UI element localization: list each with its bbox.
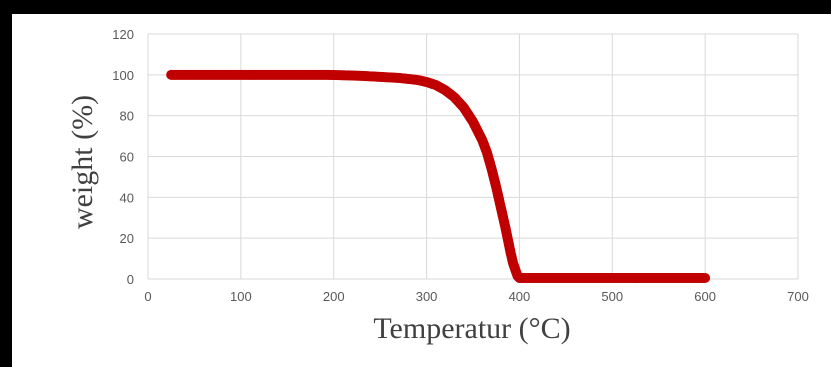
data-points bbox=[166, 69, 711, 283]
x-tick-label: 400 bbox=[509, 289, 531, 304]
x-tick-label: 700 bbox=[787, 289, 809, 304]
x-axis-title: Temperatur (°C) bbox=[373, 312, 570, 345]
y-tick-labels: 0 20 40 60 80 100 120 bbox=[112, 27, 134, 287]
x-tick-label: 100 bbox=[230, 289, 252, 304]
y-tick-label: 120 bbox=[112, 27, 134, 42]
x-tick-label: 600 bbox=[694, 289, 716, 304]
x-tick-label: 500 bbox=[601, 289, 623, 304]
y-tick-label: 40 bbox=[120, 190, 134, 205]
data-point bbox=[700, 272, 711, 283]
x-tick-label: 0 bbox=[144, 289, 151, 304]
x-tick-label: 300 bbox=[416, 289, 438, 304]
y-tick-label: 20 bbox=[120, 231, 134, 246]
y-axis-title: weight (%) bbox=[66, 95, 99, 229]
x-tick-label: 200 bbox=[323, 289, 345, 304]
y-tick-label: 0 bbox=[127, 272, 134, 287]
y-tick-label: 80 bbox=[120, 109, 134, 124]
y-tick-label: 100 bbox=[112, 68, 134, 83]
chart-frame: 0 100 200 300 400 500 600 700 0 20 40 60 80 100 120 T… bbox=[12, 14, 831, 367]
x-tick-labels: 0 100 200 300 400 500 600 700 bbox=[144, 289, 808, 304]
y-tick-label: 60 bbox=[120, 150, 134, 165]
tga-chart: 0 100 200 300 400 500 600 700 0 20 40 60 80 100 120 T… bbox=[66, 27, 809, 345]
